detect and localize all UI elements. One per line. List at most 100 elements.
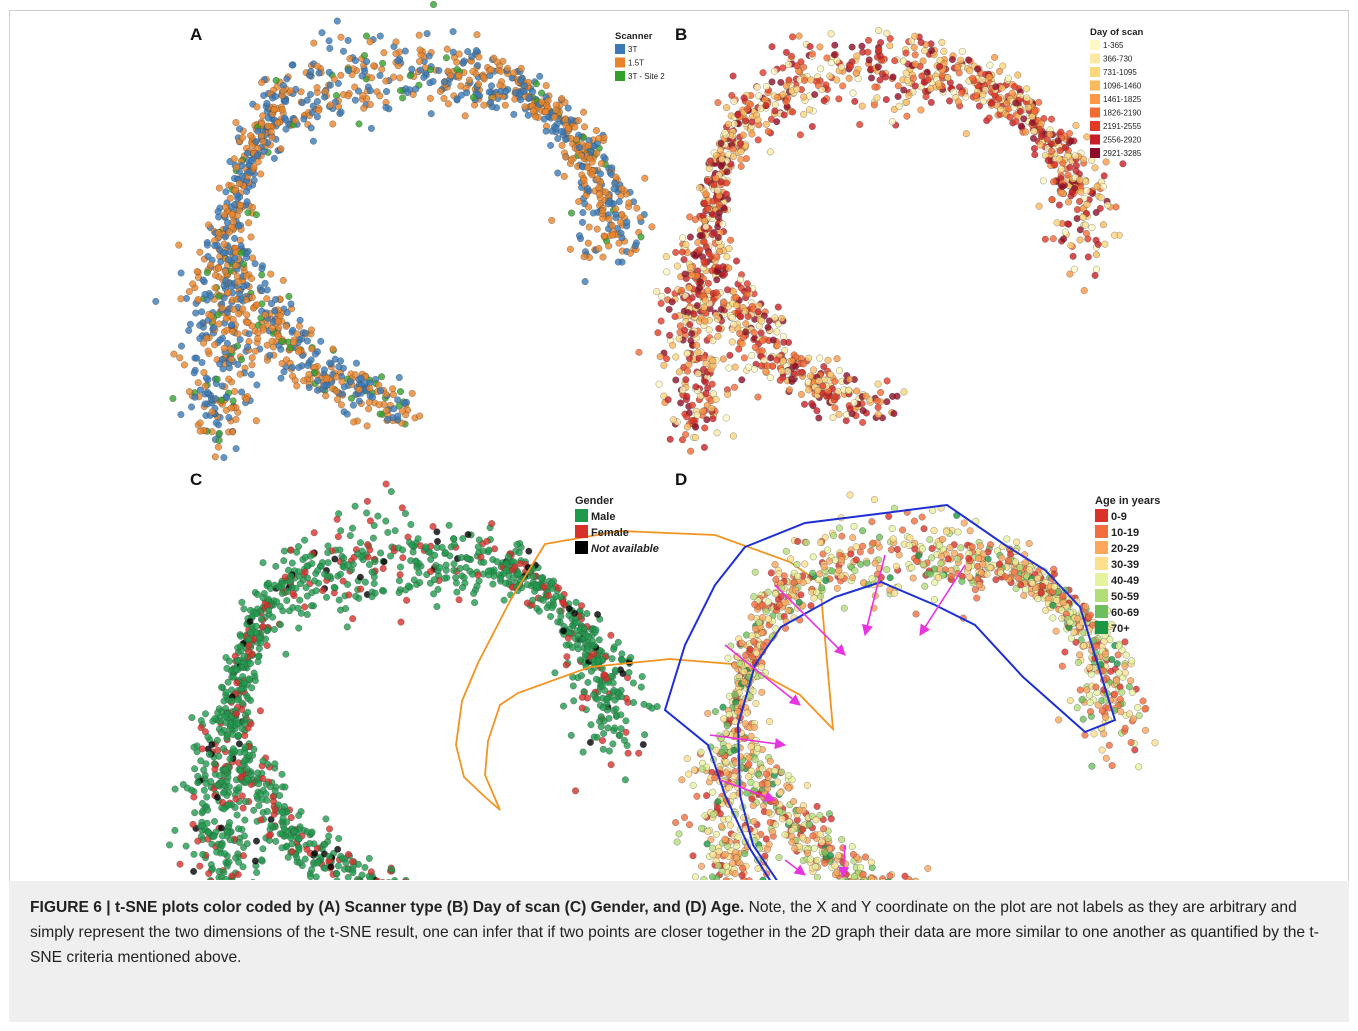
scatter-point-a-769 [210,324,218,332]
scatter-point-b-173 [714,99,722,107]
scatter-point-b-307 [725,264,733,272]
scatter-point-c-182 [188,714,196,722]
scatter-point-b-1021 [1077,188,1085,196]
scatter-point-a-1352 [245,168,253,176]
scatter-point-a-1487 [560,172,568,180]
scatter-point-a-1001 [222,315,230,323]
scatter-point-c-1123 [267,821,275,829]
scatter-point-c-120 [403,596,411,604]
scatter-point-b-1426 [815,377,823,385]
scatter-point-a-542 [175,241,183,249]
scatter-point-a-1190 [347,378,355,386]
scatter-point-c-959 [617,725,625,733]
scatter-point-c-663 [242,798,250,806]
scatter-point-a-344 [307,326,316,334]
scatter-point-b-1336 [820,97,828,105]
scatter-point-b-1378 [679,386,687,394]
scatter-point-d-245 [703,792,711,800]
scatter-point-b-609 [740,354,748,362]
scatter-point-b-1363 [691,433,700,442]
scatter-point-a-1434 [435,66,443,75]
scatter-point-b-438 [719,355,727,363]
scatter-point-a-1371 [333,373,341,381]
scatter-point-b-1346 [740,94,748,102]
scatter-point-c-604 [622,717,630,725]
scatter-point-a-1403 [198,308,206,316]
scatter-point-b-1142 [758,317,766,325]
scatter-point-c-1379 [256,634,264,642]
scatter-point-c-703 [391,877,399,880]
scatter-point-a-1273 [234,330,242,338]
scatter-point-a-1436 [580,123,589,131]
scatter-point-a-999 [177,411,185,419]
scatter-point-c-1136 [241,732,249,740]
scatter-point-c-402 [618,656,626,664]
scatter-point-c-69 [288,559,296,567]
scatter-point-a-1090 [605,215,613,223]
scatter-point-c-1373 [399,546,407,554]
scatter-point-b-1397 [800,63,808,71]
scatter-point-b-1208 [664,396,672,404]
scatter-point-b-210 [1055,201,1063,209]
scatter-point-b-1228 [1101,240,1109,248]
scatter-point-b-1116 [1082,178,1090,186]
scatter-point-b-615 [748,352,756,360]
scatter-point-b-1211 [685,284,693,292]
legend-swatch-b-0 [1090,40,1100,50]
scatter-point-c-1444 [295,624,303,632]
scatter-point-a-847 [617,218,625,226]
scatter-point-b-731 [1057,128,1065,136]
scatter-point-a-206 [229,397,237,405]
scatter-point-b-490 [816,354,824,362]
scatter-point-c-1346 [246,617,254,626]
scatter-point-a-721 [277,374,285,382]
scatter-point-b-1112 [709,415,717,423]
scatter-point-a-354 [600,153,608,161]
scatter-point-b-1348 [762,82,770,91]
scatter-point-b-1221 [927,85,935,93]
scatter-point-c-1483 [288,848,296,856]
scatter-point-c-737 [637,683,645,691]
scatter-point-b-1188 [683,392,691,400]
scatter-point-b-1138 [694,348,702,356]
legend-swatch-c-0 [575,509,588,522]
legend-label-c-0: Male [591,511,615,523]
scatter-point-c-1367 [516,559,524,568]
scatter-point-a-1067 [611,179,619,187]
scatter-point-b-1305 [759,337,767,345]
scatter-point-b-939 [742,117,750,125]
scatter-point-b-1253 [687,447,695,455]
scatter-point-b-1368 [1030,144,1038,153]
scatter-point-c-850 [611,696,619,704]
scatter-point-a-1035 [293,330,301,338]
scatter-point-b-955 [675,335,683,343]
scatter-point-a-1492 [227,404,235,412]
scatter-point-b-1147 [1011,83,1019,91]
scatter-point-a-1395 [355,120,363,128]
scatter-point-a-1439 [196,321,204,329]
scatter-point-b-1185 [895,102,903,110]
scatter-point-c-1160 [225,858,233,866]
scatter-point-a-1444 [307,124,315,132]
scatter-point-b-1461 [754,393,762,401]
scatter-point-c-272 [283,596,291,605]
scatter-point-a-584 [304,361,312,370]
scatter-point-a-1339 [267,128,275,136]
scatter-point-a-1248 [580,176,588,184]
scatter-point-a-1272 [301,329,309,337]
scatter-point-c-1108 [462,563,470,571]
scatter-point-b-792 [771,101,779,109]
scatter-point-a-1498 [394,57,402,65]
scatter-point-b-548 [669,416,677,424]
scatter-point-b-1438 [883,29,891,37]
scatter-point-a-1036 [231,187,239,195]
scatter-point-c-1475 [223,731,231,739]
scatter-point-b-933 [831,377,839,385]
scatter-point-b-1343 [957,56,965,64]
scatter-point-b-1273 [785,386,793,394]
scatter-point-c-1070 [197,757,205,765]
scatter-point-b-1269 [720,270,729,278]
scatter-point-a-1202 [263,99,271,107]
scatter-point-b-451 [1102,158,1110,166]
